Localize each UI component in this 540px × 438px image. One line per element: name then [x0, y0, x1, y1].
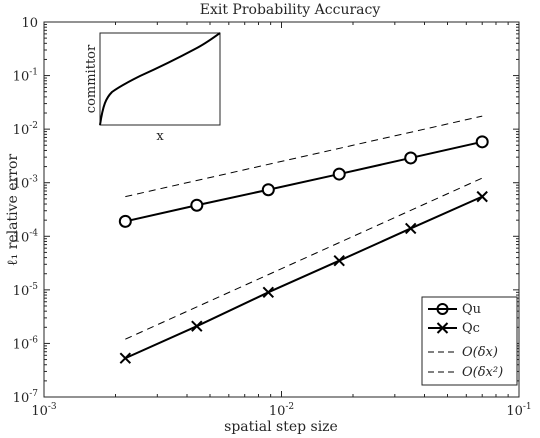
legend-item-qu: Qu [428, 302, 481, 317]
series-1-point [119, 352, 132, 364]
series-1-point [262, 286, 275, 299]
legend: Qu Qc O(δx) O(δx²) [421, 296, 518, 386]
y-tick-label: 10-2 [13, 121, 38, 138]
series-line-3 [125, 177, 483, 340]
legend-label-qu: Qu [462, 302, 481, 317]
series-0-point [190, 198, 204, 212]
inset-committor-curve [99, 32, 221, 126]
chart-title: Exit Probability Accuracy [200, 2, 381, 18]
y-axis-label: ℓ₁ relative error [5, 154, 21, 266]
y-tick-label: 10-1 [13, 68, 38, 85]
legend-item-order1: O(δx) [428, 345, 498, 360]
inset-y-label: committor [84, 44, 99, 113]
inset-plot: x committor [84, 32, 221, 144]
legend-label-qc: Qc [462, 321, 480, 336]
series-1-point [476, 190, 488, 203]
y-tick-label: 10-6 [13, 335, 39, 352]
inset-x-label: x [156, 129, 164, 144]
series-0-point [332, 167, 346, 181]
series-0-point [118, 214, 132, 228]
legend-item-qc: Qc [428, 321, 480, 336]
x-tick-label: 10-1 [506, 402, 531, 419]
legend-item-order2: O(δx²) [428, 365, 503, 380]
series-1-point [191, 320, 203, 332]
series-line-1 [124, 195, 483, 360]
series-line-2 [125, 115, 483, 198]
legend-label-order1: O(δx) [462, 345, 498, 360]
y-tick-label: 10-5 [13, 282, 39, 299]
y-tick-label: 10 [21, 16, 38, 31]
inset-frame [99, 32, 221, 126]
series-line-0 [125, 140, 483, 223]
series-0-point [475, 135, 489, 149]
legend-label-order2: O(δx²) [462, 365, 503, 380]
series-0-point [261, 183, 275, 197]
x-axis-label: spatial step size [224, 419, 338, 435]
series-1-point [405, 222, 417, 235]
series-layer [118, 115, 489, 364]
x-tick-label: 10-2 [269, 402, 294, 419]
series-1-point [333, 255, 345, 267]
series-0-point [404, 151, 418, 165]
x-tick-label: 10-3 [31, 402, 57, 419]
